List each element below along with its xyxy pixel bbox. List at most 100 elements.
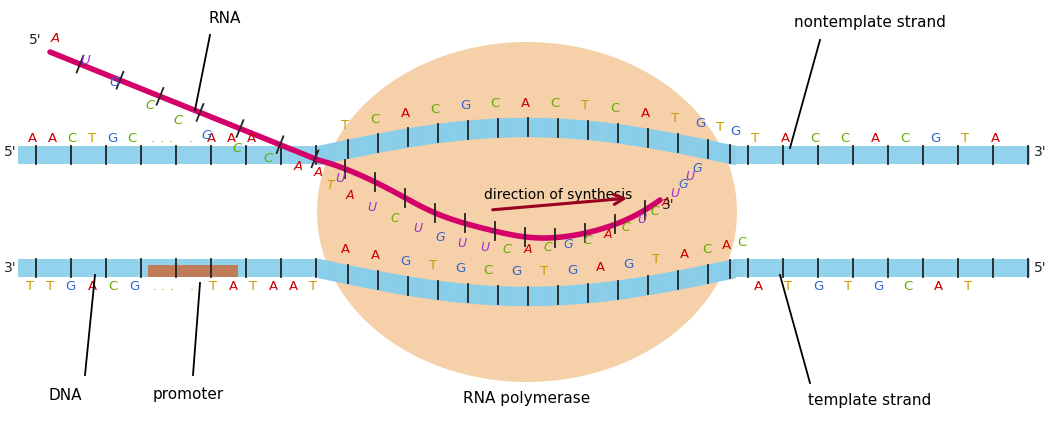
Text: T: T	[671, 112, 679, 125]
Text: T: T	[341, 119, 349, 132]
Text: C: C	[431, 103, 439, 116]
Text: A: A	[523, 242, 532, 255]
Text: C: C	[502, 242, 512, 255]
Text: 5': 5'	[4, 145, 16, 159]
Text: .: .	[170, 280, 174, 292]
Text: T: T	[783, 280, 792, 292]
Text: .: .	[190, 280, 194, 292]
Text: T: T	[581, 99, 589, 112]
Text: .: .	[188, 132, 193, 145]
Text: 3': 3'	[661, 198, 674, 212]
Text: A: A	[933, 280, 942, 292]
Text: C: C	[900, 132, 910, 145]
Text: T: T	[26, 280, 34, 292]
Text: G: G	[692, 162, 701, 175]
Text: .: .	[168, 132, 173, 145]
Text: U: U	[637, 212, 647, 225]
Bar	[735, 146, 1030, 164]
Text: RNA: RNA	[208, 11, 241, 25]
Text: T: T	[309, 280, 317, 292]
Text: U: U	[335, 171, 345, 184]
Text: A: A	[314, 165, 322, 179]
Text: C: C	[491, 97, 499, 110]
Text: 5': 5'	[1034, 261, 1047, 275]
Text: T: T	[963, 280, 972, 292]
Text: T: T	[208, 280, 217, 292]
Text: A: A	[679, 248, 689, 261]
Text: A: A	[340, 243, 350, 256]
Text: T: T	[540, 265, 548, 278]
Text: A: A	[603, 228, 612, 241]
Text: T: T	[961, 132, 969, 145]
Text: C: C	[108, 280, 118, 292]
Text: T: T	[46, 280, 54, 292]
Text: C: C	[263, 151, 273, 165]
Text: direction of synthesis: direction of synthesis	[484, 188, 632, 202]
Text: C: C	[391, 212, 399, 225]
Text: DNA: DNA	[48, 387, 82, 403]
Text: T: T	[429, 259, 437, 272]
Text: G: G	[678, 178, 688, 190]
Text: C: C	[145, 99, 155, 112]
Text: A: A	[721, 239, 731, 253]
Text: template strand: template strand	[809, 393, 932, 407]
Text: U: U	[457, 236, 466, 250]
Text: G: G	[623, 258, 633, 271]
Text: G: G	[873, 280, 883, 292]
Text: A: A	[269, 280, 278, 292]
Text: A: A	[87, 280, 97, 292]
Text: T: T	[249, 280, 257, 292]
Text: 5': 5'	[28, 33, 41, 47]
Text: G: G	[110, 75, 120, 88]
Text: nontemplate strand: nontemplate strand	[794, 14, 946, 30]
Text: T: T	[751, 132, 759, 145]
Text: U: U	[480, 241, 490, 253]
Text: A: A	[226, 132, 236, 145]
Text: C: C	[621, 220, 631, 233]
Text: G: G	[128, 280, 139, 292]
Text: C: C	[840, 132, 850, 145]
Text: C: C	[903, 280, 913, 292]
Text: .: .	[160, 132, 164, 145]
Text: U: U	[414, 222, 422, 234]
Text: C: C	[551, 97, 559, 110]
Text: A: A	[780, 132, 790, 145]
Text: C: C	[737, 236, 747, 249]
Text: C: C	[583, 233, 593, 247]
Text: C: C	[174, 113, 182, 126]
Text: C: C	[702, 243, 712, 256]
Text: A: A	[345, 189, 354, 201]
Text: T: T	[716, 121, 724, 135]
Text: G: G	[65, 280, 75, 292]
Text: A: A	[246, 132, 256, 145]
Text: T: T	[843, 280, 852, 292]
Bar	[18, 259, 318, 277]
Text: U: U	[671, 187, 679, 200]
Text: .: .	[153, 280, 157, 292]
Text: A: A	[991, 132, 999, 145]
Text: C: C	[811, 132, 819, 145]
Text: A: A	[754, 280, 762, 292]
Text: promoter: promoter	[153, 387, 223, 403]
Bar	[18, 146, 318, 164]
Text: A: A	[47, 132, 57, 145]
Text: A: A	[595, 261, 604, 275]
Text: 3': 3'	[1034, 145, 1047, 159]
Text: A: A	[27, 132, 37, 145]
Ellipse shape	[317, 42, 737, 382]
Text: A: A	[661, 195, 671, 209]
Text: C: C	[483, 264, 493, 277]
Text: A: A	[229, 280, 238, 292]
Text: G: G	[511, 265, 521, 278]
Text: C: C	[371, 113, 380, 126]
Text: G: G	[455, 262, 465, 275]
Text: 3': 3'	[4, 261, 16, 275]
Text: A: A	[371, 249, 379, 262]
Text: U: U	[80, 53, 90, 66]
Text: C: C	[127, 132, 137, 145]
Text: G: G	[202, 129, 212, 142]
Text: T: T	[326, 179, 334, 192]
Text: .: .	[151, 132, 155, 145]
Text: A: A	[640, 107, 650, 120]
Text: C: C	[611, 102, 619, 115]
